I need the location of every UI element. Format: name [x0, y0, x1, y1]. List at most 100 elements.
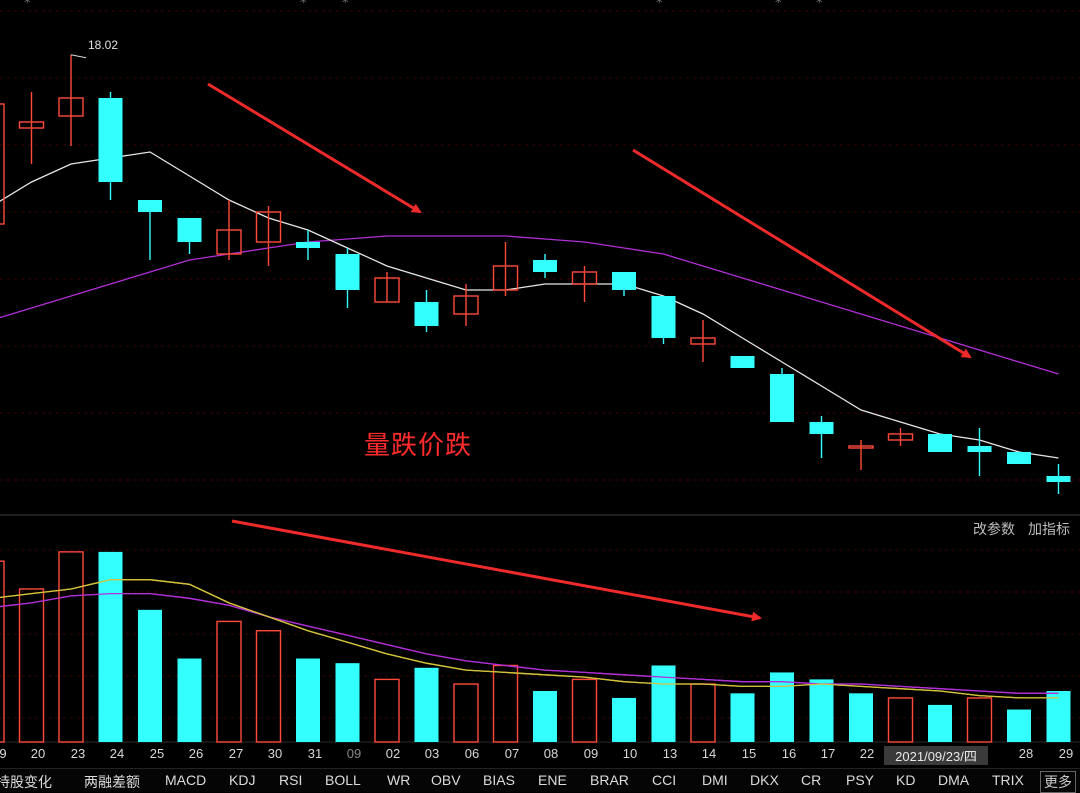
candle-body: [848, 445, 874, 449]
volume-bar: [849, 693, 873, 742]
candle-body: [770, 374, 794, 422]
tab-indicator[interactable]: DMI: [702, 772, 728, 788]
volume-bar: [335, 663, 360, 742]
tab-indicator[interactable]: BIAS: [483, 772, 515, 788]
candle-body: [533, 260, 557, 272]
candle-body: [216, 229, 242, 255]
tab-indicator[interactable]: KD: [896, 772, 916, 788]
tab-indicator[interactable]: PSY: [846, 772, 875, 788]
date-tick-highlight: 2021/09/23/四: [884, 746, 988, 765]
tab-indicator[interactable]: WR: [387, 772, 411, 788]
high-marker-line: [70, 54, 87, 59]
tab-indicator[interactable]: ENE: [538, 772, 567, 788]
volume-bar: [533, 690, 557, 742]
tab-more[interactable]: 更多: [1040, 771, 1076, 793]
date-tick: 07: [504, 746, 520, 761]
candle-body: [492, 265, 519, 291]
date-tick: 29: [1058, 746, 1074, 761]
menu-marker: *: [775, 0, 782, 11]
candle-body: [651, 296, 676, 338]
candle-body: [453, 295, 479, 315]
candle-body: [18, 121, 45, 129]
date-tick: 09: [346, 746, 362, 761]
volume-bar: [612, 697, 636, 742]
candle-body: [612, 272, 636, 290]
volume-ma10-line: [0, 592, 1059, 694]
candle-body: [967, 446, 992, 452]
trend-arrow: [231, 519, 762, 622]
date-tick: 25: [149, 746, 165, 761]
candle-body: [1046, 476, 1071, 482]
candle-body: [138, 200, 162, 212]
volume-bar: [1046, 690, 1071, 742]
tab-indicator[interactable]: RSI: [279, 772, 303, 788]
date-tick: 06: [464, 746, 480, 761]
add-indicator-button[interactable]: 加指标: [1028, 522, 1070, 538]
tab-indicator[interactable]: BRAR: [590, 772, 629, 788]
tab-indicator[interactable]: KDJ: [229, 772, 256, 788]
volume-bar: [1007, 709, 1031, 742]
volume-bar: [887, 697, 914, 743]
high-price-label: 18.02: [88, 38, 119, 52]
volume-bar: [571, 678, 598, 743]
volume-bar: [651, 665, 676, 742]
date-tick: 09: [583, 746, 599, 761]
volume-bar: [58, 551, 84, 743]
date-tick: 30: [267, 746, 283, 761]
tab-indicator[interactable]: CR: [801, 772, 822, 788]
date-tick: 03: [424, 746, 440, 761]
date-tick: 14: [701, 746, 717, 761]
volume-bar: [255, 630, 282, 743]
date-tick: 26: [188, 746, 204, 761]
price-ma-short-line: [0, 151, 1059, 459]
tab-indicator[interactable]: 持股变化: [0, 774, 52, 790]
date-axis: 9 20 23 24 25 26 27 30 31 09 02 03 06 07 08 09 10 13 14 15 1…: [0, 742, 1080, 766]
candle-body: [296, 242, 320, 248]
candle-body: [255, 211, 282, 243]
volume-ma5-line: [0, 579, 1059, 699]
tab-indicator[interactable]: MACD: [165, 772, 207, 788]
candle-body: [414, 302, 439, 326]
volume-bar: [770, 672, 794, 742]
volume-bar: [98, 551, 123, 742]
candle-body: [887, 433, 914, 441]
indicator-tabs: 持股变化 两融差额 MACD KDJ RSI BOLL WR OBV BIAS ENE BRAR CC…: [0, 768, 1080, 793]
volume-bar: [216, 620, 242, 743]
menu-marker: *: [342, 0, 349, 11]
trend-arrow: [207, 82, 422, 214]
tab-indicator[interactable]: DKX: [750, 772, 779, 788]
volume-bar: [0, 560, 5, 743]
date-tick: 10: [622, 746, 638, 761]
volume-bar: [453, 683, 479, 743]
menu-marker: *: [816, 0, 823, 11]
tab-indicator[interactable]: DMA: [938, 772, 970, 788]
candle-body: [571, 271, 598, 285]
modify-params-button[interactable]: 改参数: [973, 522, 1015, 538]
volume-bar: [928, 704, 952, 742]
volume-bar: [730, 693, 755, 742]
volume-bar: [809, 679, 834, 742]
top-menu: * * * * * *: [0, 0, 1080, 14]
candle-body: [1007, 452, 1031, 464]
candle-body: [0, 103, 5, 225]
menu-marker: *: [300, 0, 307, 11]
volume-bar: [138, 609, 162, 742]
date-tick: 20: [30, 746, 46, 761]
tab-indicator[interactable]: BOLL: [325, 772, 361, 788]
volume-bar: [492, 664, 519, 743]
candle-body: [809, 422, 834, 434]
tab-indicator[interactable]: OBV: [431, 772, 461, 788]
candle-body: [58, 97, 84, 117]
date-tick: 15: [741, 746, 757, 761]
menu-marker: *: [24, 0, 31, 11]
tab-indicator[interactable]: TRIX: [992, 772, 1024, 788]
tab-indicator[interactable]: CCI: [652, 772, 677, 788]
date-tick: 13: [662, 746, 678, 761]
volume-bar: [966, 697, 993, 743]
tab-indicator[interactable]: 两融差额: [84, 774, 140, 790]
volume-bar: [177, 658, 202, 742]
candle-body: [928, 434, 952, 452]
volume-bar: [374, 678, 400, 743]
menu-marker: *: [656, 0, 663, 11]
